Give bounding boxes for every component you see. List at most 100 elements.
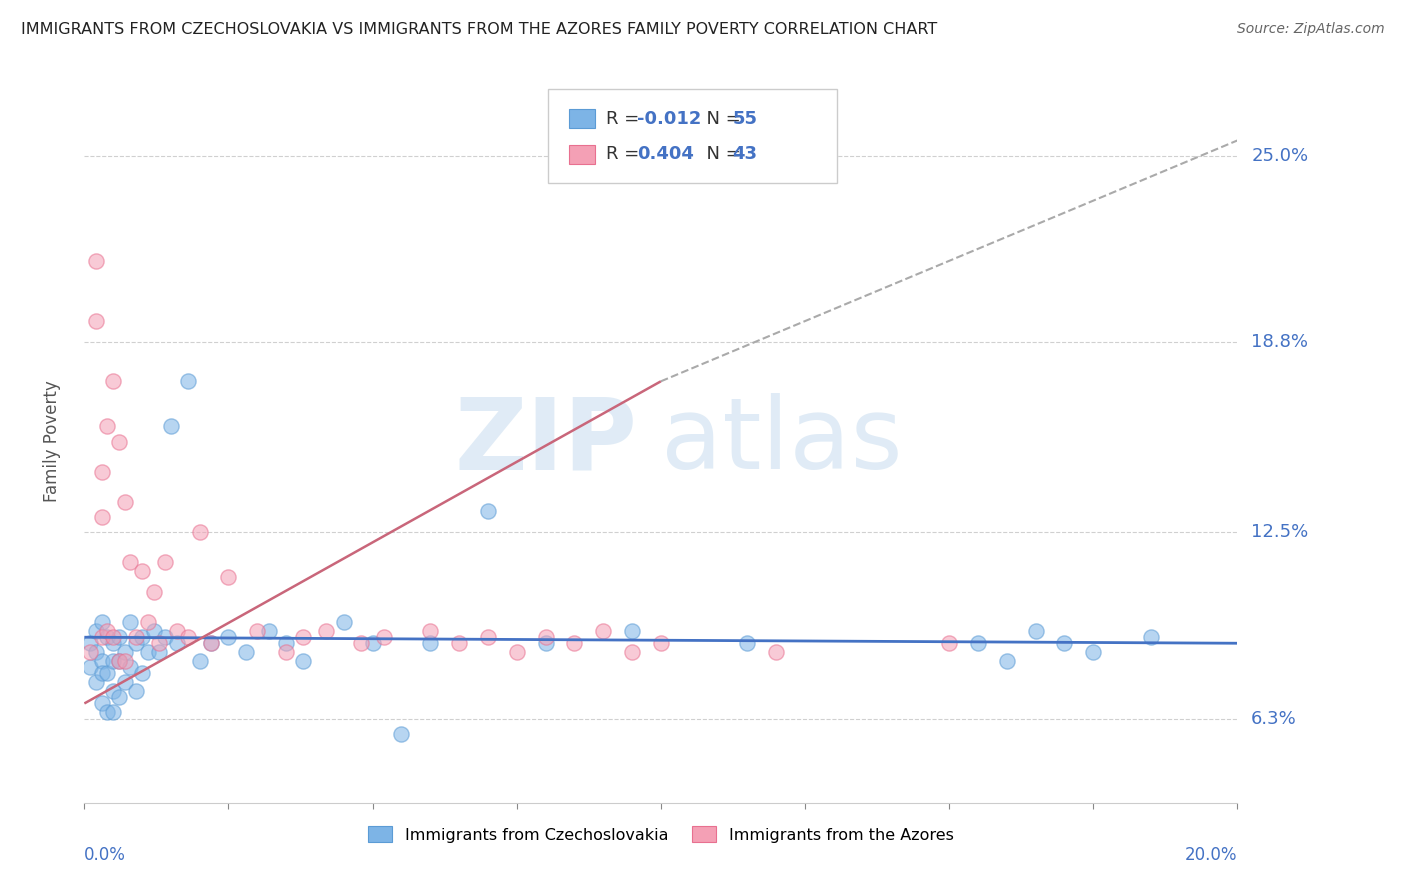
Text: 25.0%: 25.0%	[1251, 146, 1309, 164]
Point	[96, 630, 118, 644]
Point	[103, 375, 124, 389]
Point	[125, 636, 148, 650]
Text: 6.3%: 6.3%	[1251, 709, 1296, 728]
Point	[103, 684, 124, 698]
Text: 43: 43	[733, 145, 758, 163]
Text: Source: ZipAtlas.com: Source: ZipAtlas.com	[1237, 22, 1385, 37]
Point	[114, 494, 136, 508]
Point	[188, 524, 211, 539]
Point	[449, 636, 471, 650]
Point	[534, 636, 557, 650]
Point	[90, 630, 112, 644]
Text: -0.012: -0.012	[637, 110, 702, 128]
Point	[160, 419, 183, 434]
Point	[120, 615, 142, 630]
Point	[246, 624, 269, 639]
Point	[84, 645, 107, 659]
Text: atlas: atlas	[661, 393, 903, 490]
Point	[391, 726, 413, 740]
Point	[737, 636, 759, 650]
Point	[153, 630, 176, 644]
Point	[90, 666, 112, 681]
Point	[108, 630, 131, 644]
Point	[419, 624, 441, 639]
Point	[79, 645, 101, 659]
Legend: Immigrants from Czechoslovakia, Immigrants from the Azores: Immigrants from Czechoslovakia, Immigran…	[361, 820, 960, 849]
Point	[188, 654, 211, 668]
Point	[103, 630, 124, 644]
Text: 12.5%: 12.5%	[1251, 523, 1309, 541]
Point	[108, 690, 131, 705]
Point	[218, 630, 240, 644]
Point	[650, 636, 672, 650]
Point	[103, 654, 124, 668]
Point	[96, 706, 118, 720]
Point	[621, 645, 644, 659]
Point	[200, 636, 222, 650]
Point	[148, 645, 170, 659]
Point	[315, 624, 337, 639]
Point	[96, 419, 118, 434]
Point	[114, 675, 136, 690]
Text: 55: 55	[733, 110, 758, 128]
Point	[350, 636, 373, 650]
Point	[84, 254, 107, 268]
Point	[103, 636, 124, 650]
Point	[967, 636, 990, 650]
Point	[79, 636, 101, 650]
Point	[621, 624, 644, 639]
Text: 18.8%: 18.8%	[1251, 334, 1308, 351]
Point	[108, 654, 131, 668]
Point	[90, 509, 112, 524]
Point	[373, 630, 395, 644]
Point	[534, 630, 557, 644]
Point	[153, 555, 176, 569]
Point	[136, 615, 159, 630]
Point	[177, 375, 200, 389]
Text: 0.404: 0.404	[637, 145, 693, 163]
Text: ZIP: ZIP	[456, 393, 638, 490]
Point	[84, 675, 107, 690]
Point	[477, 630, 499, 644]
Point	[84, 314, 107, 328]
Point	[148, 636, 170, 650]
Point	[1053, 636, 1076, 650]
Point	[90, 615, 112, 630]
Point	[131, 666, 153, 681]
Point	[276, 636, 298, 650]
Text: R =: R =	[606, 145, 645, 163]
Point	[108, 654, 131, 668]
Point	[564, 636, 586, 650]
Point	[477, 504, 499, 518]
Text: 20.0%: 20.0%	[1185, 847, 1237, 864]
Point	[276, 645, 298, 659]
Point	[136, 645, 159, 659]
Point	[131, 564, 153, 578]
Point	[333, 615, 356, 630]
Point	[177, 630, 200, 644]
Point	[1025, 624, 1047, 639]
Text: 0.0%: 0.0%	[84, 847, 127, 864]
Point	[292, 654, 315, 668]
Point	[79, 660, 101, 674]
Point	[1083, 645, 1105, 659]
Point	[361, 636, 384, 650]
Text: N =: N =	[695, 145, 747, 163]
Point	[257, 624, 280, 639]
Point	[125, 630, 148, 644]
Point	[103, 706, 124, 720]
Point	[419, 636, 441, 650]
Point	[235, 645, 257, 659]
Y-axis label: Family Poverty: Family Poverty	[42, 381, 60, 502]
Point	[90, 697, 112, 711]
Point	[120, 555, 142, 569]
Point	[96, 624, 118, 639]
Point	[114, 654, 136, 668]
Point	[506, 645, 529, 659]
Point	[84, 624, 107, 639]
Point	[90, 465, 112, 479]
Point	[938, 636, 960, 650]
Point	[131, 630, 153, 644]
Point	[166, 624, 188, 639]
Point	[765, 645, 787, 659]
